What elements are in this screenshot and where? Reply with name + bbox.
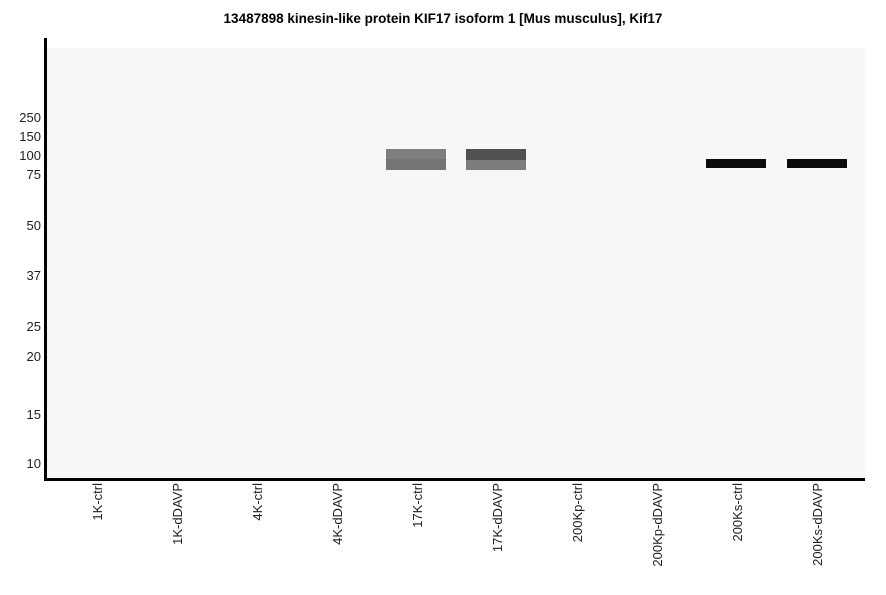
blot-band-segment: [386, 149, 446, 159]
blot-band-segment: [466, 160, 526, 170]
y-marker-label: 15: [26, 407, 41, 422]
lane-label: 17K-ctrl: [410, 483, 425, 528]
lane-label: 200Ks-ctrl: [730, 483, 745, 542]
y-axis-line: [44, 38, 47, 481]
y-marker-label: 37: [26, 268, 41, 283]
lane-label: 200Ks-dDAVP: [810, 483, 825, 566]
lane-label: 1K-dDAVP: [170, 483, 185, 545]
lane-label: 200Kp-ctrl: [570, 483, 585, 543]
y-marker-label: 25: [26, 319, 41, 334]
y-marker-label: 150: [19, 129, 41, 144]
y-marker-label: 100: [19, 148, 41, 163]
chart-title: 13487898 kinesin-like protein KIF17 isof…: [223, 11, 663, 26]
x-axis-line: [44, 478, 865, 481]
plot-area: [47, 48, 865, 478]
lane-label: 1K-ctrl: [90, 483, 105, 521]
y-marker-label: 10: [26, 456, 41, 471]
blot-band-segment: [466, 149, 526, 160]
lane-label: 4K-ctrl: [250, 483, 265, 521]
y-marker-label: 75: [26, 167, 41, 182]
y-marker-label: 20: [26, 349, 41, 364]
y-marker-label: 250: [19, 110, 41, 125]
blot-band-segment: [386, 159, 446, 170]
lane-label: 200Kp-dDAVP: [650, 483, 665, 567]
lane-label: 17K-dDAVP: [490, 483, 505, 553]
blot-band-segment: [787, 159, 847, 168]
blot-band-segment: [706, 159, 766, 168]
lane-label: 4K-dDAVP: [330, 483, 345, 545]
y-marker-label: 50: [26, 218, 41, 233]
